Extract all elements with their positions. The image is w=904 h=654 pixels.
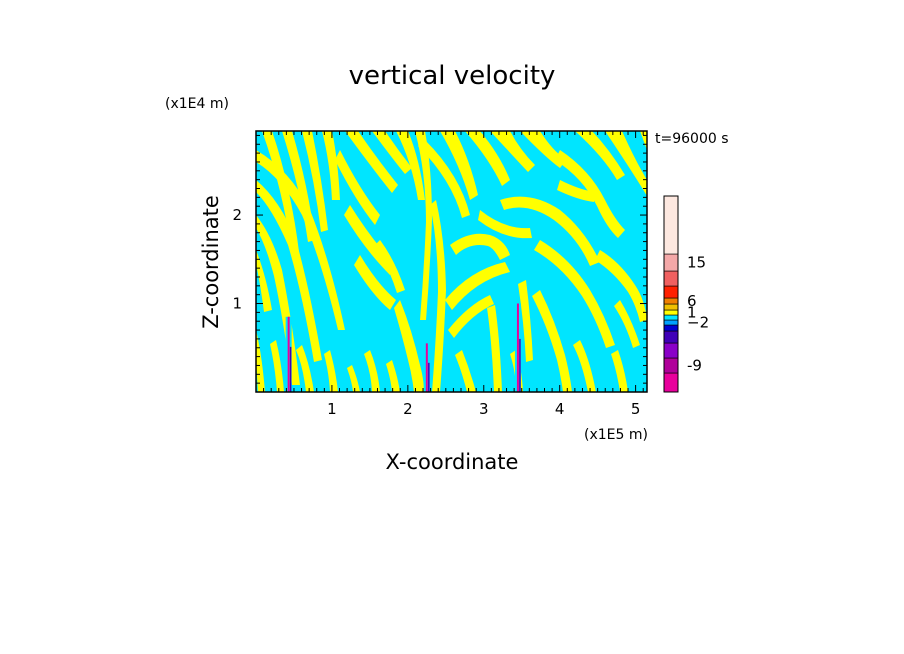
- colorbar: -9 −216 15: [663, 195, 709, 393]
- y-unit-label: (x1E4 m): [165, 96, 229, 112]
- time-label: t=96000 s: [655, 131, 729, 147]
- colorbar-swatch: [663, 342, 679, 359]
- colorbar-swatch: [663, 195, 679, 255]
- frame-minor-ticks: [256, 131, 647, 392]
- y-tick-label: 1: [232, 295, 242, 313]
- y-tick-label: 2: [232, 206, 242, 224]
- x-tick-label: 4: [555, 400, 565, 418]
- velocity-field: [256, 131, 647, 392]
- x-tick-label: 5: [631, 400, 641, 418]
- colorbar-swatch: [663, 330, 679, 344]
- colorbar-swatch: [663, 253, 679, 272]
- y-axis-title: Z-coordinate: [199, 195, 223, 329]
- positive-velocity-bands: [256, 131, 647, 392]
- x-axis: 1 2 3 4 5: [327, 400, 640, 418]
- x-unit-label: (x1E5 m): [584, 427, 648, 443]
- colorbar-frame: [663, 195, 679, 393]
- x-tick-label: 3: [479, 400, 489, 418]
- colorbar-tick-label: 15: [687, 254, 706, 272]
- colorbar-tick-label: 1: [687, 304, 697, 322]
- colorbar-swatch: [663, 314, 679, 321]
- colorbar-tick-label: 6: [687, 292, 697, 310]
- colorbar-swatch: [663, 309, 679, 316]
- colorbar-swatch: [663, 357, 679, 374]
- colorbar-swatch: [663, 303, 679, 311]
- x-axis-title: X-coordinate: [386, 450, 519, 474]
- colorbar-swatch: [663, 285, 679, 299]
- colorbar-swatch: [663, 270, 679, 287]
- colorbar-swatch: [663, 297, 679, 305]
- colorbar-swatch: [663, 319, 679, 326]
- colorbar-swatch: [663, 324, 679, 332]
- colorbar-tick-label: −2: [687, 314, 709, 332]
- plot-frame: [255, 130, 648, 393]
- x-tick-label: 2: [403, 400, 413, 418]
- updraft-columns: [285, 303, 521, 392]
- colorbar-tick-label: -9: [687, 357, 702, 375]
- x-tick-label: 1: [327, 400, 337, 418]
- colorbar-swatch: [663, 372, 679, 393]
- y-axis: 12: [232, 206, 242, 312]
- chart-title: vertical velocity: [349, 61, 556, 91]
